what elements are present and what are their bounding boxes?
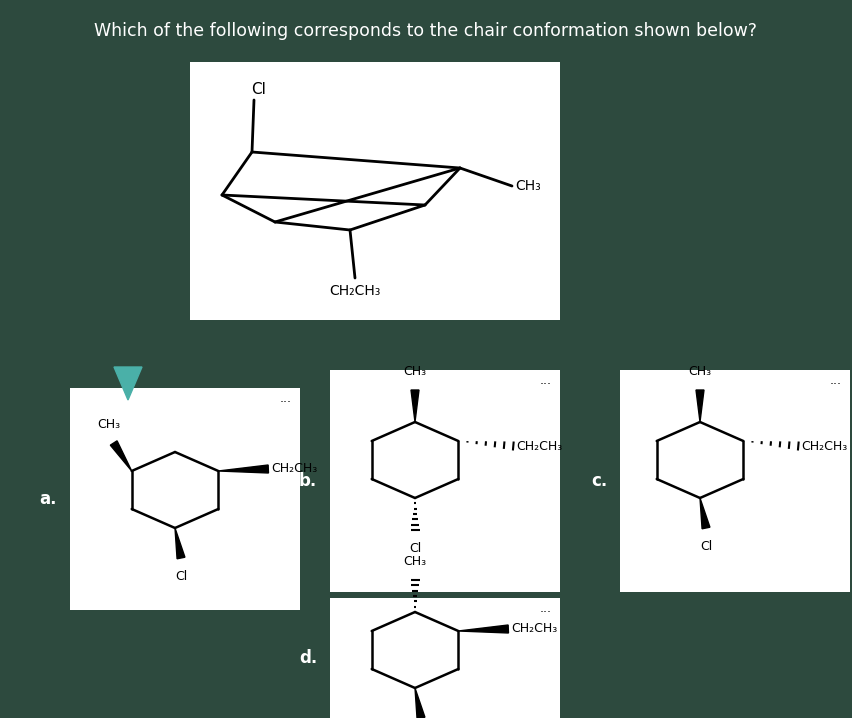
Polygon shape [175, 528, 185, 559]
Text: CH₂CH₃: CH₂CH₃ [801, 439, 848, 452]
Bar [330, 598, 560, 718]
Text: Cl: Cl [175, 570, 187, 583]
Text: CH₃: CH₃ [515, 179, 541, 193]
Text: CH₂CH₃: CH₂CH₃ [516, 439, 562, 452]
Text: c.: c. [590, 472, 607, 490]
Text: ···: ··· [540, 606, 552, 619]
Polygon shape [696, 390, 704, 422]
Polygon shape [411, 390, 419, 422]
Text: CH₂CH₃: CH₂CH₃ [511, 623, 557, 635]
Text: ···: ··· [540, 378, 552, 391]
Polygon shape [700, 498, 710, 528]
Text: Which of the following corresponds to the chair conformation shown below?: Which of the following corresponds to th… [95, 22, 757, 40]
Text: b.: b. [299, 472, 317, 490]
Text: Cl: Cl [409, 542, 421, 555]
Text: CH₂CH₃: CH₂CH₃ [330, 284, 381, 298]
Text: d.: d. [299, 649, 317, 667]
Polygon shape [218, 465, 268, 473]
Text: CH₃: CH₃ [404, 365, 427, 378]
Text: ···: ··· [280, 396, 292, 409]
Text: Cl: Cl [699, 540, 712, 553]
Polygon shape [111, 441, 132, 471]
Text: CH₃: CH₃ [404, 555, 427, 568]
Text: CH₃: CH₃ [688, 365, 711, 378]
Text: CH₃: CH₃ [97, 418, 120, 431]
Text: Cl: Cl [251, 82, 266, 97]
Polygon shape [458, 625, 509, 633]
Text: CH₂CH₃: CH₂CH₃ [271, 462, 318, 475]
Bar [330, 370, 560, 592]
Bar [70, 388, 300, 610]
Bar [190, 62, 560, 320]
Text: ···: ··· [830, 378, 842, 391]
Polygon shape [415, 688, 425, 718]
Text: a.: a. [39, 490, 57, 508]
Polygon shape [114, 367, 142, 400]
Bar [620, 370, 850, 592]
